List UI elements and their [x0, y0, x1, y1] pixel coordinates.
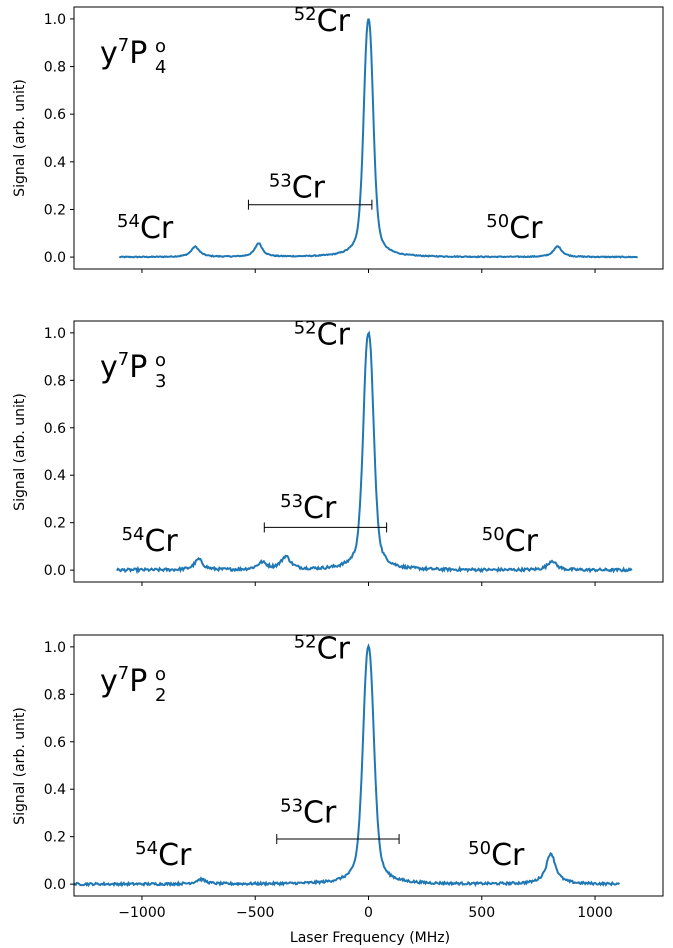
state-sup: o	[155, 36, 166, 57]
x-tick-label: 0	[364, 905, 373, 921]
y-axis-label: Signal (arb. unit)	[12, 393, 28, 511]
spectrum-line	[116, 330, 633, 575]
chart-panel: 0.0 0.2 0.4 0.6 0.8 1.0 52Cr 53Cr 54Cr 50Cr y7P o3	[44, 318, 664, 586]
chart-panel: 0.0 0.2 0.4 0.6 0.8 1.0 −1000 −500 0 500 1000 52Cr 5…	[44, 632, 664, 921]
y-axis-label: Signal (arb. unit)	[12, 79, 28, 197]
y-tick-label: 0.4	[44, 155, 66, 171]
y-tick-label: 0.6	[44, 107, 66, 123]
plot-frame	[73, 634, 664, 897]
x-tick-label: −500	[236, 905, 274, 921]
y-tick-label: 0.4	[44, 782, 66, 798]
state-label: y7P	[100, 35, 147, 71]
y-tick-label: 0.6	[44, 735, 66, 751]
plot-frame	[73, 6, 664, 270]
y-tick-label: 0.0	[44, 250, 66, 266]
state-label: y7P	[100, 349, 147, 385]
isotope-label-54: 54Cr	[122, 524, 179, 559]
plot-frame	[73, 320, 664, 583]
x-tick-label: 1000	[577, 905, 613, 921]
y-tick-label: 1.0	[44, 12, 66, 28]
y-tick-label: 0.0	[44, 563, 66, 579]
y-tick-label: 0.2	[44, 202, 66, 218]
y-tick-label: 0.4	[44, 468, 66, 484]
chart-panel: 0.0 0.2 0.4 0.6 0.8 1.0 52Cr 53Cr 54Cr 50Cr y7P o4	[44, 4, 664, 273]
y-tick-label: 0.8	[44, 373, 66, 389]
x-tick-label: −1000	[118, 905, 165, 921]
y-tick-label: 1.0	[44, 326, 66, 342]
y-tick-label: 0.2	[44, 516, 66, 532]
y-axis-label: Signal (arb. unit)	[12, 707, 28, 825]
x-tick-label: 500	[468, 905, 495, 921]
isotope-label-53: 53Cr	[280, 795, 337, 830]
isotope-label-52: 52Cr	[294, 632, 351, 667]
isotope-label-53: 53Cr	[269, 171, 326, 206]
isotope-label-54: 54Cr	[135, 838, 192, 873]
isotope-label-50: 50Cr	[482, 524, 539, 559]
y-tick-label: 0.8	[44, 60, 66, 76]
isotope-label-53: 53Cr	[280, 491, 337, 526]
isotope-label-52: 52Cr	[294, 318, 351, 353]
state-sup: o	[155, 664, 166, 685]
y-tick-label: 0.8	[44, 687, 66, 703]
y-tick-label: 0.6	[44, 421, 66, 437]
x-axis-label: Laser Frequency (MHz)	[290, 930, 450, 946]
spectrum-line	[118, 18, 638, 259]
y-tick-label: 0.0	[44, 877, 66, 893]
state-sub: 2	[155, 685, 166, 706]
isotope-label-50: 50Cr	[468, 838, 525, 873]
state-label: y7P	[100, 663, 147, 699]
spectrum-line	[73, 643, 621, 888]
isotope-label-54: 54Cr	[117, 211, 174, 246]
y-tick-label: 0.2	[44, 830, 66, 846]
state-sub: 4	[155, 57, 166, 78]
y-tick-label: 1.0	[44, 640, 66, 656]
state-sub: 3	[155, 371, 166, 392]
isotope-label-50: 50Cr	[486, 211, 543, 246]
state-sup: o	[155, 350, 166, 371]
isotope-label-52: 52Cr	[294, 4, 351, 39]
